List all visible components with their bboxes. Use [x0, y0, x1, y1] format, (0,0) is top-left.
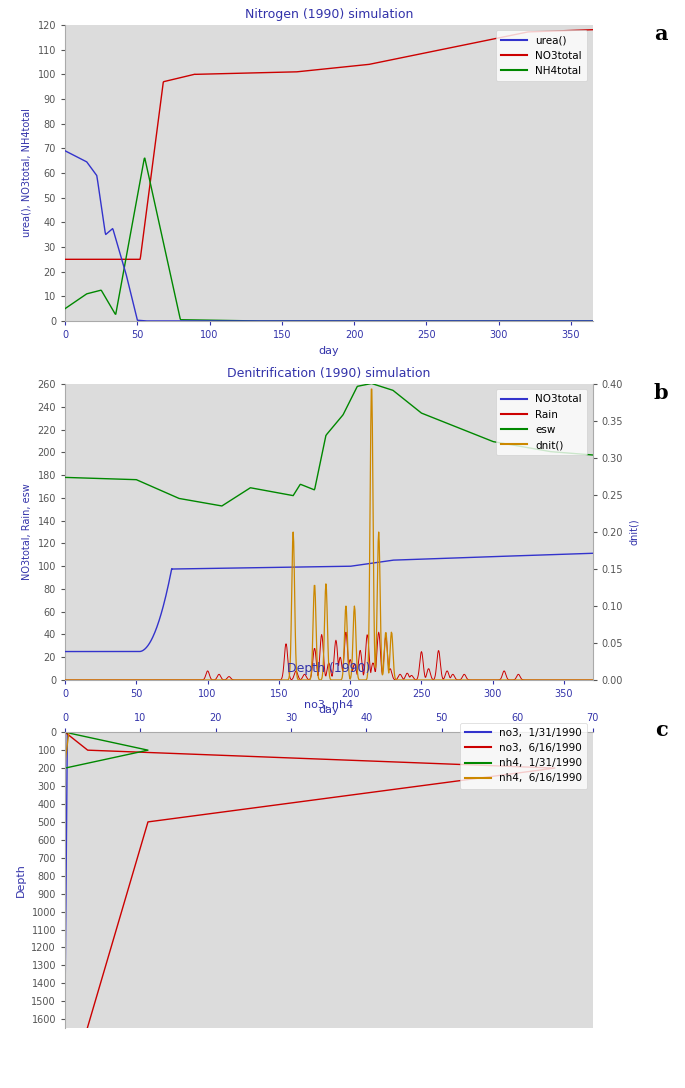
Title: Nitrogen (1990) simulation: Nitrogen (1990) simulation [245, 8, 413, 21]
Y-axis label: dnit(): dnit() [629, 519, 638, 545]
Text: b: b [653, 383, 668, 403]
Title: Depth (1990): Depth (1990) [287, 662, 371, 675]
Text: a: a [654, 24, 668, 44]
Y-axis label: urea(), NO3total, NH4total: urea(), NO3total, NH4total [22, 109, 32, 237]
Legend: no3,  1/31/1990, no3,  6/16/1990, nh4,  1/31/1990, nh4,  6/16/1990: no3, 1/31/1990, no3, 6/16/1990, nh4, 1/3… [460, 722, 587, 789]
X-axis label: day: day [319, 705, 339, 715]
Text: c: c [655, 720, 668, 740]
Legend: urea(), NO3total, NH4total: urea(), NO3total, NH4total [496, 30, 587, 82]
X-axis label: day: day [319, 346, 339, 356]
Title: Denitrification (1990) simulation: Denitrification (1990) simulation [227, 367, 430, 380]
Legend: NO3total, Rain, esw, dnit(): NO3total, Rain, esw, dnit() [496, 390, 587, 455]
X-axis label: no3, nh4: no3, nh4 [304, 700, 353, 709]
Y-axis label: NO3total, Rain, esw: NO3total, Rain, esw [22, 484, 32, 580]
Y-axis label: Depth: Depth [16, 863, 26, 898]
